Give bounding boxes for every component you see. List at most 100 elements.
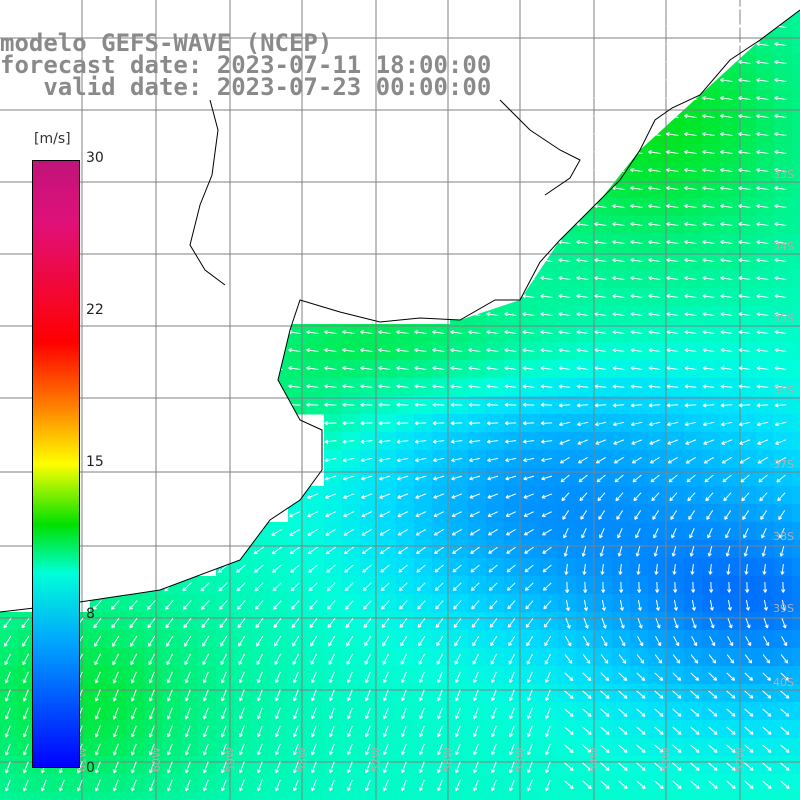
wind-arrow	[648, 421, 661, 427]
wind-arrow	[648, 240, 661, 245]
wind-arrow	[4, 707, 11, 720]
wind-arrow	[774, 78, 787, 83]
wind-arrow	[236, 600, 246, 610]
wind-direction-arrows	[3, 6, 790, 792]
wind-arrow	[630, 42, 643, 47]
wind-arrow	[522, 276, 535, 281]
wind-arrow	[702, 312, 715, 317]
wind-arrow	[540, 402, 553, 407]
wind-arrow	[564, 726, 574, 735]
wind-arrow	[508, 653, 515, 665]
wind-arrow	[756, 384, 769, 389]
colorbar-tick: 8	[86, 606, 95, 622]
wind-arrow	[112, 743, 119, 756]
wind-arrow	[601, 581, 606, 593]
wind-arrow	[202, 689, 209, 702]
wind-arrow	[490, 671, 497, 683]
wind-arrow	[324, 475, 337, 481]
wind-arrow	[328, 689, 335, 702]
wind-arrow	[630, 312, 643, 317]
wind-arrow	[611, 96, 625, 101]
wind-arrow	[540, 276, 553, 281]
wind-arrow	[615, 492, 624, 502]
wind-arrow	[454, 653, 461, 665]
field-cell	[792, 612, 800, 631]
wind-arrow	[362, 564, 372, 573]
wind-arrow	[545, 761, 551, 774]
wind-arrow	[690, 726, 700, 735]
wind-arrow	[666, 6, 679, 11]
wind-arrow	[364, 671, 371, 684]
wind-arrow	[738, 24, 751, 29]
wind-arrow	[76, 761, 83, 774]
wind-arrow	[702, 60, 715, 65]
wind-arrow	[630, 348, 643, 353]
latitude-label: 34S	[773, 240, 794, 253]
wind-arrow	[432, 366, 445, 371]
wind-arrow	[618, 563, 623, 575]
colorbar	[32, 160, 80, 768]
wind-arrow	[665, 150, 679, 155]
wind-arrow	[756, 60, 769, 65]
wind-arrow	[272, 600, 282, 610]
wind-arrow	[164, 600, 174, 610]
wind-arrow	[763, 599, 768, 611]
field-cell	[792, 396, 800, 415]
wind-arrow	[433, 493, 445, 499]
wind-arrow	[593, 150, 607, 155]
wind-arrow	[112, 725, 119, 738]
wind-arrow	[400, 761, 407, 774]
wind-arrow	[673, 599, 678, 611]
wind-arrow	[576, 150, 589, 155]
wind-arrow	[745, 599, 750, 611]
wind-arrow	[379, 528, 391, 536]
wind-arrow	[436, 653, 443, 665]
wind-arrow	[738, 114, 751, 119]
wind-arrow	[558, 312, 571, 317]
wind-arrow	[253, 546, 265, 555]
wind-arrow	[345, 618, 354, 629]
wind-arrow	[540, 439, 553, 444]
wind-arrow	[617, 545, 623, 557]
wind-arrow	[383, 689, 389, 702]
wind-arrow	[382, 761, 389, 774]
wind-arrow	[618, 708, 628, 717]
wind-arrow	[111, 635, 120, 647]
field-cell	[792, 126, 800, 145]
wind-arrow	[486, 439, 499, 444]
wind-arrow	[613, 439, 625, 445]
field-cell	[90, 792, 109, 800]
field-cell	[54, 792, 73, 800]
wind-arrow	[703, 439, 715, 445]
wind-arrow	[432, 439, 445, 444]
field-cell	[774, 792, 793, 800]
wind-arrow	[703, 456, 714, 464]
wind-arrow	[600, 672, 610, 682]
wind-arrow	[612, 240, 625, 245]
wind-arrow	[507, 618, 516, 628]
field-cell	[792, 774, 800, 793]
wind-arrow	[654, 708, 664, 717]
field-cell	[504, 792, 523, 800]
wind-arrow	[396, 366, 409, 371]
wind-arrow	[636, 744, 646, 753]
wind-arrow	[378, 348, 391, 353]
wind-arrow	[306, 366, 319, 371]
wind-arrow	[582, 690, 592, 699]
wind-arrow	[673, 636, 680, 647]
wind-arrow	[310, 671, 317, 684]
wind-arrow	[665, 114, 679, 119]
wind-arrow	[523, 493, 535, 499]
wind-arrow	[665, 168, 679, 173]
wind-arrow	[774, 186, 787, 191]
wind-arrow	[577, 439, 589, 445]
wind-arrow	[183, 617, 192, 629]
wind-arrow	[490, 635, 498, 647]
wind-arrow	[666, 240, 679, 245]
wind-arrow	[365, 689, 371, 702]
wind-arrow	[94, 761, 101, 774]
wind-arrow	[396, 439, 409, 444]
wind-arrow	[346, 779, 353, 792]
wind-arrow	[360, 475, 373, 481]
wind-arrow	[564, 762, 574, 771]
